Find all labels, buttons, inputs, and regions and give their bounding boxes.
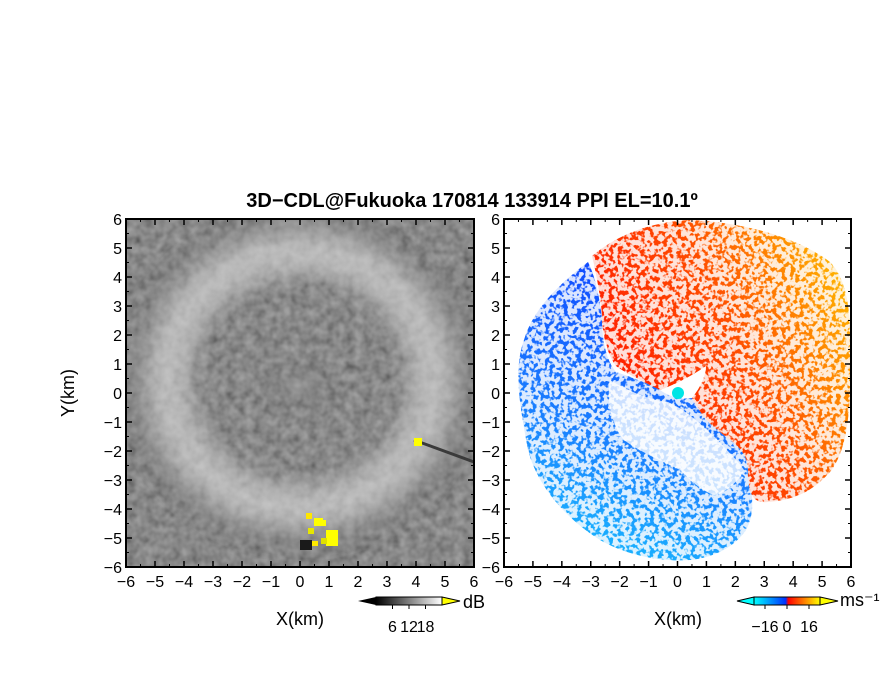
y-tick-label: 6: [491, 212, 500, 229]
reflectivity-axis-ticks: −6 −5 −4 −3 −2 −1 0 1 2 3 4 5 6 6 5 4 3 2 1 0 −1 −2 −3 −4 −5 −6: [104, 212, 479, 591]
x-tick-label: 0: [296, 574, 305, 591]
y-tick-label: −4: [104, 502, 122, 519]
x-tick-label: −5: [146, 574, 164, 591]
x-tick-label: 5: [818, 574, 827, 591]
x-tick-label: 2: [731, 574, 740, 591]
velocity-axis-ticks: −6 −5 −4 −3 −2 −1 0 1 2 3 4 5 6 6 5 4 3 2 1 0 −1 −2 −3 −4 −5 −6: [482, 212, 856, 591]
y-tick-label: 3: [113, 299, 122, 316]
x-tick-label: −1: [262, 574, 280, 591]
y-tick-label: 2: [113, 328, 122, 345]
x-tick-label: −4: [175, 574, 193, 591]
colorbar-unit: dB: [463, 592, 485, 612]
x-tick-label: −6: [117, 574, 135, 591]
velocity-x-label: X(km): [654, 609, 702, 629]
x-tick-label: −2: [611, 574, 629, 591]
colorbar-tick-label: 6: [388, 619, 397, 636]
y-tick-label: 4: [113, 270, 122, 287]
x-tick-label: 5: [441, 574, 450, 591]
colorbar-gray-scale: [375, 596, 443, 606]
colorbar-under-arrow: [358, 597, 376, 605]
clutter-streak: [413, 438, 474, 464]
y-tick-label: −1: [482, 415, 500, 432]
y-tick-label: −2: [104, 444, 122, 461]
y-tick-label: −6: [482, 560, 500, 577]
y-tick-label: 6: [113, 212, 122, 229]
x-tick-label: −1: [639, 574, 657, 591]
y-tick-label: 3: [491, 299, 500, 316]
y-tick-label: 5: [113, 241, 122, 258]
velocity-data-gap: [608, 380, 744, 496]
x-tick-label: 3: [760, 574, 769, 591]
chart-title: 3D−CDL@Fukuoka 170814 133914 PPI EL=10.1…: [246, 190, 698, 212]
x-tick-label: −2: [233, 574, 251, 591]
x-tick-label: 3: [383, 574, 392, 591]
colorbar-velocity-scale: [753, 596, 821, 606]
y-tick-label: 1: [113, 357, 122, 374]
y-tick-label: −2: [482, 444, 500, 461]
y-tick-label: −6: [104, 560, 122, 577]
colorbar-over-arrow: [819, 596, 839, 606]
x-tick-label: 4: [789, 574, 798, 591]
colorbar-tick-label: 0: [783, 619, 792, 636]
x-tick-label: 6: [470, 574, 479, 591]
y-tick-label: −5: [482, 531, 500, 548]
x-tick-label: −6: [495, 574, 513, 591]
reflectivity-y-label: Y(km): [58, 369, 78, 417]
saturated-echoes: [300, 438, 422, 550]
y-tick-label: −4: [482, 502, 500, 519]
y-tick-label: −5: [104, 531, 122, 548]
colorbar-unit: ms⁻¹: [840, 590, 880, 610]
x-tick-label: −3: [582, 574, 600, 591]
x-tick-label: 1: [702, 574, 711, 591]
radar-site-marker: [672, 387, 684, 399]
x-tick-label: −5: [524, 574, 542, 591]
x-tick-label: 2: [354, 574, 363, 591]
colorbar-under-arrow: [736, 596, 755, 606]
y-tick-label: 4: [491, 270, 500, 287]
velocity-image: [504, 219, 851, 567]
y-tick-label: 5: [491, 241, 500, 258]
colorbar-over-arrow: [441, 596, 461, 606]
y-tick-label: 1: [491, 357, 500, 374]
y-tick-label: 0: [113, 386, 122, 403]
velocity-colorbar: −16 0 16 ms⁻¹: [736, 590, 880, 636]
y-tick-label: −1: [104, 415, 122, 432]
x-tick-label: 0: [673, 574, 682, 591]
y-tick-label: −3: [482, 473, 500, 490]
x-tick-label: 4: [412, 574, 421, 591]
y-tick-label: −3: [104, 473, 122, 490]
x-tick-label: −3: [204, 574, 222, 591]
velocity-panel: −6 −5 −4 −3 −2 −1 0 1 2 3 4 5 6 6 5 4 3 2 1 0 −1 −2 −3 −4 −5 −6 X…: [482, 212, 880, 636]
colorbar-ticks: −16 0 16: [751, 605, 818, 636]
x-tick-label: 1: [325, 574, 334, 591]
colorbar-tick-label: 18: [417, 619, 435, 636]
colorbar-tick-label: 16: [800, 619, 818, 636]
y-tick-label: 2: [491, 328, 500, 345]
x-tick-label: 6: [847, 574, 856, 591]
reflectivity-x-label: X(km): [276, 609, 324, 629]
y-tick-label: 0: [491, 386, 500, 403]
colorbar-tick-label: −16: [751, 619, 778, 636]
reflectivity-image: [126, 219, 474, 567]
colorbar-tick-label: 12: [400, 619, 418, 636]
x-tick-label: −4: [553, 574, 571, 591]
